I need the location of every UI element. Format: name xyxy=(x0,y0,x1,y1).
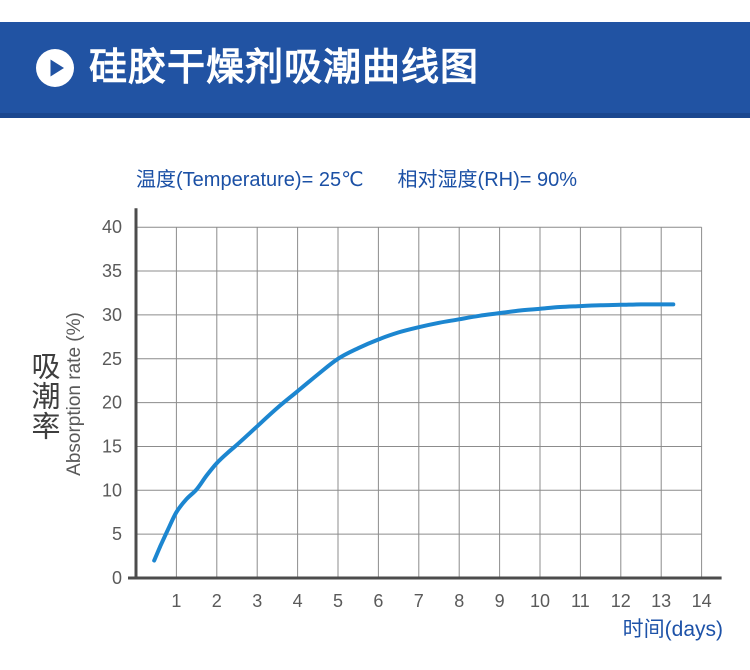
header-banner: 硅胶干燥剂吸潮曲线图 xyxy=(0,22,750,118)
x-tick-label: 5 xyxy=(333,591,343,611)
page-title: 硅胶干燥剂吸潮曲线图 xyxy=(89,46,480,89)
x-tick-label: 14 xyxy=(692,591,712,611)
x-tick-label: 3 xyxy=(252,591,262,611)
y-tick-label: 15 xyxy=(102,436,122,456)
y-tick-label: 40 xyxy=(102,217,122,237)
y-tick-label: 30 xyxy=(102,305,122,325)
condition-temperature: 温度(Temperature)= 25℃ xyxy=(136,169,364,191)
x-tick-label: 13 xyxy=(651,591,671,611)
x-tick-label: 7 xyxy=(414,591,424,611)
y-tick-label: 10 xyxy=(102,480,122,500)
x-tick-label: 11 xyxy=(571,591,590,611)
condition-humidity: 相对湿度(RH)= 90% xyxy=(397,169,578,191)
x-tick-label: 1 xyxy=(171,591,181,611)
test-conditions: 温度(Temperature)= 25℃ 相对湿度(RH)= 90% xyxy=(136,163,577,192)
y-tick-label: 20 xyxy=(102,393,122,413)
y-axis-label-cn: 吸潮率 xyxy=(27,351,59,441)
absorption-curve xyxy=(152,302,676,563)
x-tick-label: 6 xyxy=(373,591,383,611)
y-tick-label: 5 xyxy=(112,524,122,544)
x-tick-label: 2 xyxy=(212,591,222,611)
x-tick-label: 9 xyxy=(495,591,505,611)
y-tick-label: 0 xyxy=(112,568,122,588)
x-tick-label: 8 xyxy=(454,591,464,611)
play-icon xyxy=(36,48,74,87)
x-tick-label: 10 xyxy=(530,591,550,611)
x-tick-label: 4 xyxy=(293,591,303,611)
y-tick-label: 25 xyxy=(102,349,122,369)
y-tick-label: 35 xyxy=(102,261,122,281)
x-tick-label: 12 xyxy=(611,591,631,611)
x-axis-label: 时间(days) xyxy=(622,618,723,641)
